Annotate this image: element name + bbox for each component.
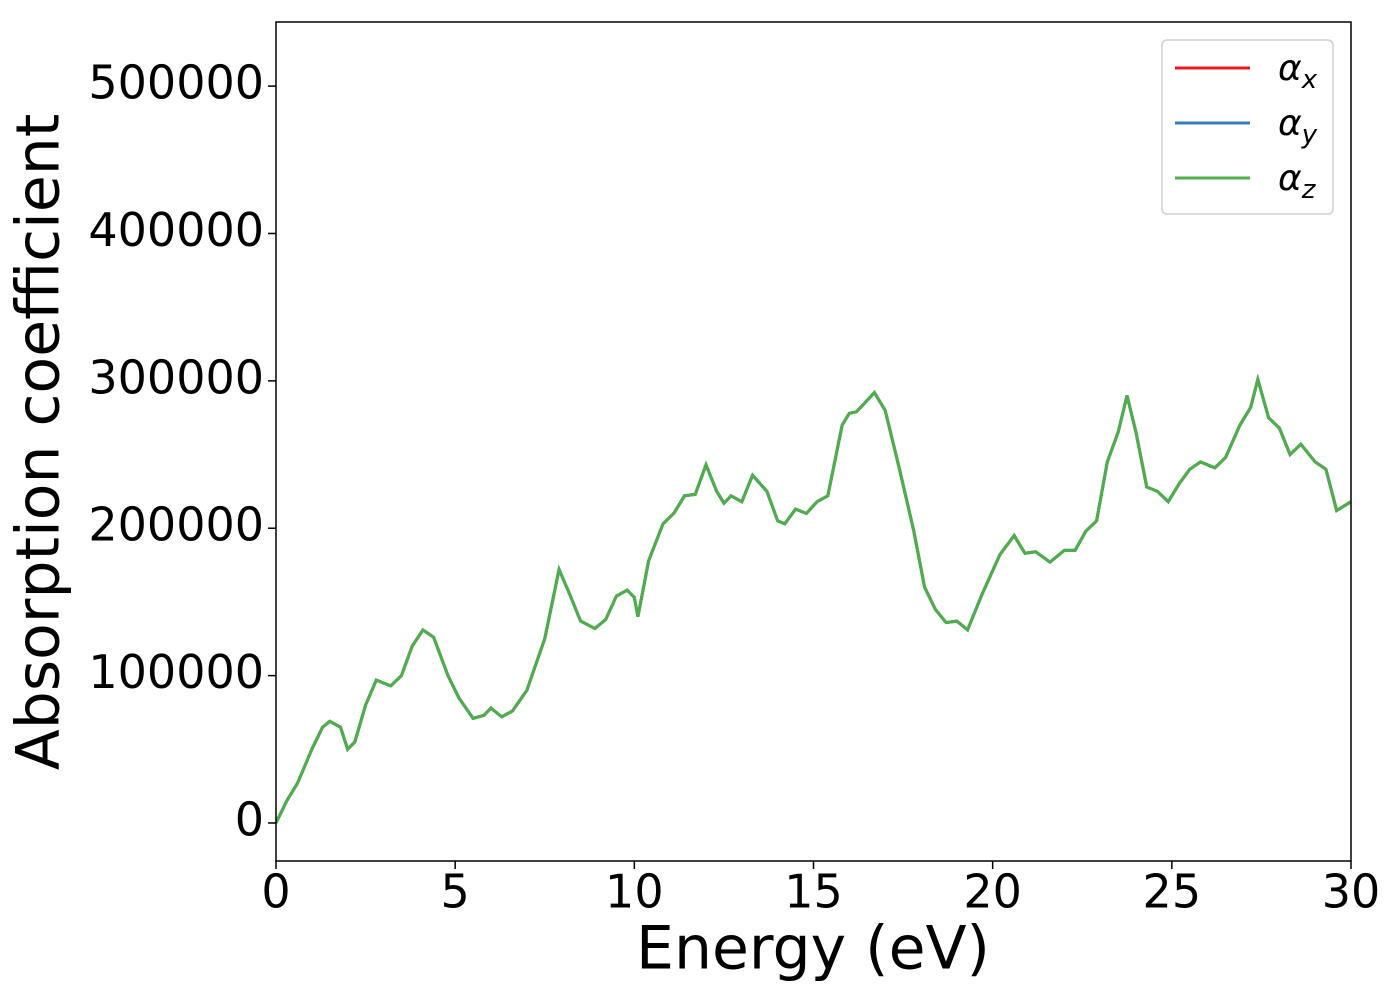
legend-label: αy bbox=[1278, 103, 1318, 150]
y-axis-label: Absorption coefficient bbox=[4, 114, 74, 771]
y-tick-label: 400000 bbox=[88, 203, 264, 257]
x-tick-label: 10 bbox=[605, 865, 664, 919]
y-tick-label: 500000 bbox=[88, 56, 264, 110]
x-tick-label: 15 bbox=[784, 865, 843, 919]
x-tick-label: 5 bbox=[441, 865, 470, 919]
x-tick-label: 0 bbox=[261, 865, 290, 919]
x-tick-label: 20 bbox=[963, 865, 1022, 919]
x-axis-label: Energy (eV) bbox=[636, 914, 990, 984]
x-tick-label: 25 bbox=[1143, 865, 1202, 919]
y-tick-label: 0 bbox=[235, 792, 264, 846]
y-tick-label: 300000 bbox=[88, 350, 264, 404]
y-tick-label: 200000 bbox=[88, 498, 264, 552]
data-line bbox=[276, 373, 1351, 824]
legend-label: αz bbox=[1278, 158, 1317, 205]
legend-box bbox=[1161, 39, 1334, 215]
x-tick-label: 30 bbox=[1322, 865, 1381, 919]
data-line bbox=[276, 373, 1351, 824]
y-tick-label: 100000 bbox=[88, 645, 264, 699]
data-line bbox=[276, 373, 1351, 824]
plot-frame bbox=[275, 21, 1352, 862]
legend-label: αx bbox=[1278, 48, 1318, 95]
